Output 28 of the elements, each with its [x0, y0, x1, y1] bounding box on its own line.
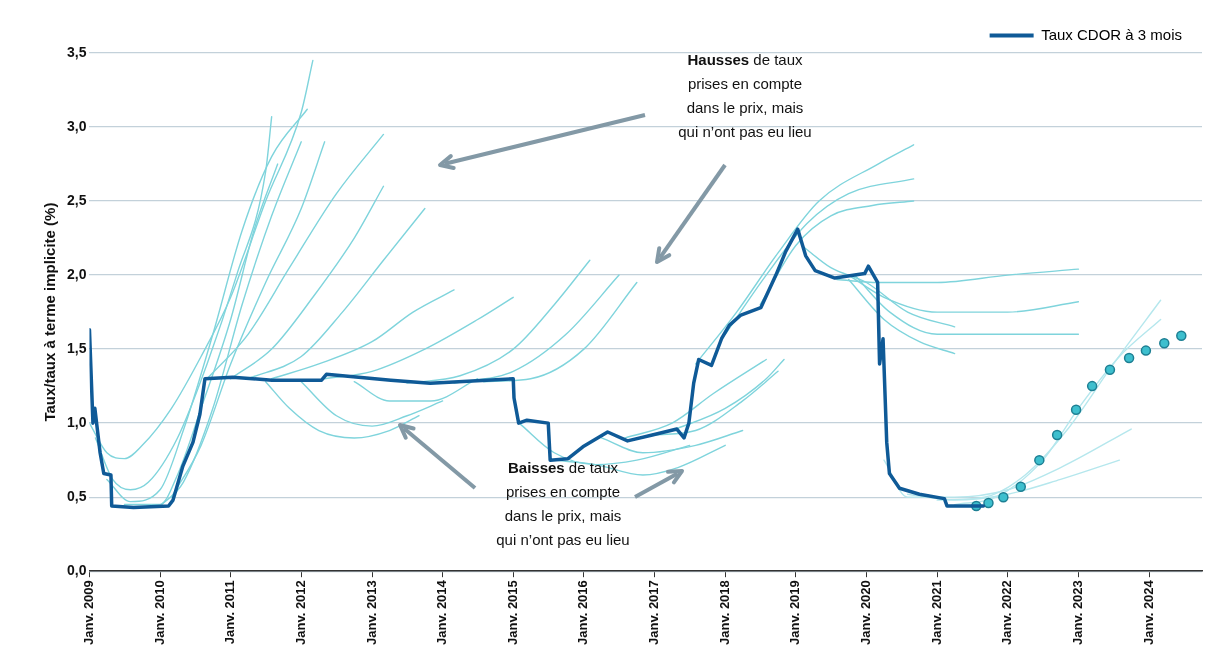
- y-tick-label: 2,5: [66, 191, 87, 208]
- x-tick-label: Janv. 2017: [646, 580, 662, 645]
- x-tick-label: Janv. 2016: [575, 580, 591, 645]
- x-tick-label: Janv. 2014: [434, 579, 450, 645]
- x-tick-label: Janv. 2020: [858, 580, 873, 645]
- y-tick-label: 1,0: [66, 414, 87, 430]
- y-tick-label: 3,0: [66, 117, 87, 134]
- x-tick-label: Janv. 2009: [81, 580, 97, 645]
- y-tick-label: 3,5: [66, 43, 87, 60]
- y-tick-label: 1,5: [66, 339, 87, 356]
- legend-label: Taux CDOR à 3 mois: [1041, 25, 1182, 43]
- x-tick-label: Janv. 2023: [1069, 580, 1085, 645]
- annotation: Hausses de taux prises en compte dans le prix, mais qui n’ont pas eu lieu: [677, 50, 813, 142]
- x-tick-label: Janv. 2012: [292, 580, 308, 645]
- y-axis-title: Taux/taux à terme implicite (%): [41, 202, 59, 422]
- x-tick-label: Janv. 2022: [999, 580, 1015, 645]
- y-tick-label: 0,0: [66, 562, 87, 579]
- x-tick-label: Janv. 2010: [151, 580, 167, 645]
- annotation: Baisses de taux prises en compte dans le prix, mais qui n’ont pas eu lieu: [495, 458, 631, 550]
- x-tick-label: Janv. 2013: [363, 580, 379, 645]
- x-tick-label: Janv. 2019: [787, 580, 803, 645]
- x-tick-label: Janv. 2018: [716, 580, 732, 645]
- x-tick-label: Janv. 2011: [222, 580, 238, 645]
- y-tick-label: 0,5: [66, 488, 87, 505]
- y-tick-label: 2,0: [66, 265, 87, 282]
- x-tick-label: Janv. 2015: [504, 580, 520, 645]
- x-tick-label: Janv. 2021: [928, 580, 944, 645]
- x-tick-label: Janv. 2024: [1140, 579, 1156, 645]
